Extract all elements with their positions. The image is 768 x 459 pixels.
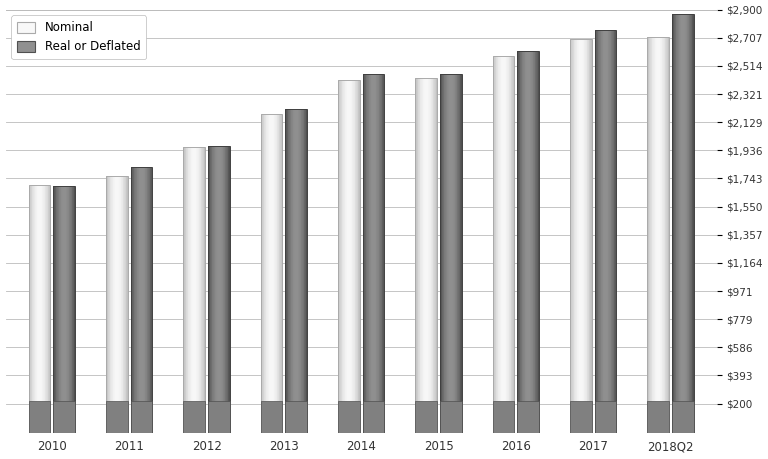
Bar (594, 30, 617, 433)
Bar (286, 401, 307, 433)
Bar (208, 146, 230, 433)
Bar (493, 56, 515, 433)
Bar (594, 401, 617, 433)
Bar (647, 401, 669, 433)
Bar (672, 14, 694, 433)
Bar (440, 401, 462, 433)
Bar (493, 401, 515, 433)
Bar (28, 185, 51, 433)
Bar (338, 401, 359, 433)
Bar (54, 401, 75, 433)
Bar (131, 167, 153, 433)
Bar (338, 79, 359, 433)
Bar (28, 401, 51, 433)
Bar (184, 401, 205, 433)
Bar (415, 78, 437, 433)
Bar (54, 186, 75, 433)
Bar (131, 401, 153, 433)
Bar (570, 401, 591, 433)
Bar (672, 401, 694, 433)
Bar (647, 37, 669, 433)
Bar (106, 176, 127, 433)
Legend: Nominal, Real or Deflated: Nominal, Real or Deflated (12, 16, 146, 59)
Bar (286, 109, 307, 433)
Bar (260, 401, 283, 433)
Bar (208, 401, 230, 433)
Bar (518, 401, 539, 433)
Bar (570, 39, 591, 433)
Bar (362, 74, 385, 433)
Bar (518, 51, 539, 433)
Bar (440, 74, 462, 433)
Bar (415, 401, 437, 433)
Bar (106, 401, 127, 433)
Bar (260, 114, 283, 433)
Bar (184, 147, 205, 433)
Bar (362, 401, 385, 433)
